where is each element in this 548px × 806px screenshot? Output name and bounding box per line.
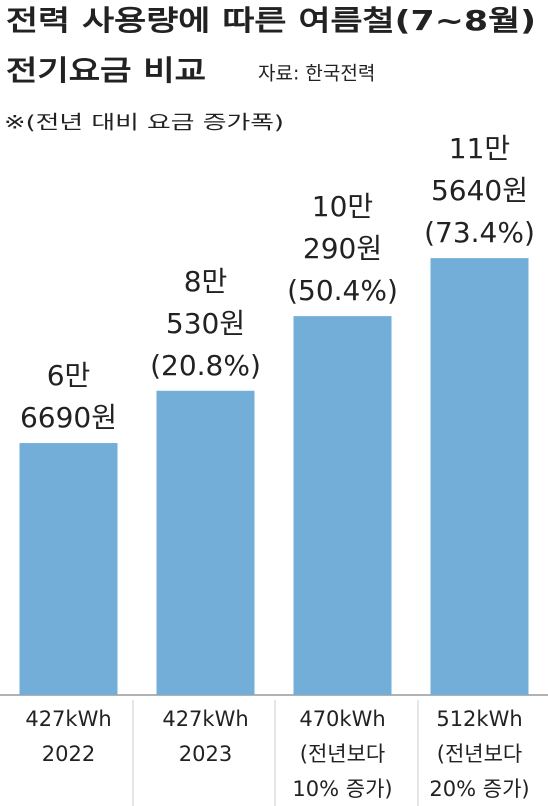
x-tick-label: 427kWh bbox=[162, 707, 248, 731]
value-label: 10만 bbox=[312, 190, 373, 223]
value-label: (50.4%) bbox=[287, 274, 398, 307]
value-label: (20.8%) bbox=[150, 349, 261, 382]
x-tick-label: 470kWh bbox=[299, 707, 385, 731]
x-tick-label: (전년보다 bbox=[300, 742, 385, 766]
value-label: 5640원 bbox=[431, 174, 528, 207]
x-tick-label: 512kWh bbox=[436, 707, 522, 731]
x-tick-label: 20% 증가) bbox=[429, 777, 529, 801]
value-label: 6690원 bbox=[20, 401, 117, 434]
value-label: 6만 bbox=[47, 359, 91, 392]
x-tick-label: 2022 bbox=[42, 742, 95, 766]
x-tick-label: 2023 bbox=[179, 742, 232, 766]
x-tick-label: 427kWh bbox=[25, 707, 111, 731]
bar bbox=[430, 258, 529, 695]
source: 자료: 한국전력 bbox=[258, 63, 375, 85]
value-label: 290원 bbox=[303, 232, 382, 265]
value-label: 8만 bbox=[184, 265, 228, 298]
subtitle: ※(전년 대비 요금 증가폭) bbox=[4, 112, 284, 134]
bar bbox=[19, 443, 118, 695]
chart-title: 전기요금 비교 bbox=[6, 54, 206, 87]
x-tick-label: 10% 증가) bbox=[292, 777, 392, 801]
value-label: (73.4%) bbox=[424, 216, 535, 249]
x-tick-label: (전년보다 bbox=[437, 742, 522, 766]
chart-title: 전력 사용량에 따른 여름철(7~8월) bbox=[6, 4, 536, 37]
value-label: 530원 bbox=[166, 307, 245, 340]
bar bbox=[293, 316, 392, 695]
value-label: 11만 bbox=[449, 132, 510, 165]
bar bbox=[156, 390, 255, 695]
